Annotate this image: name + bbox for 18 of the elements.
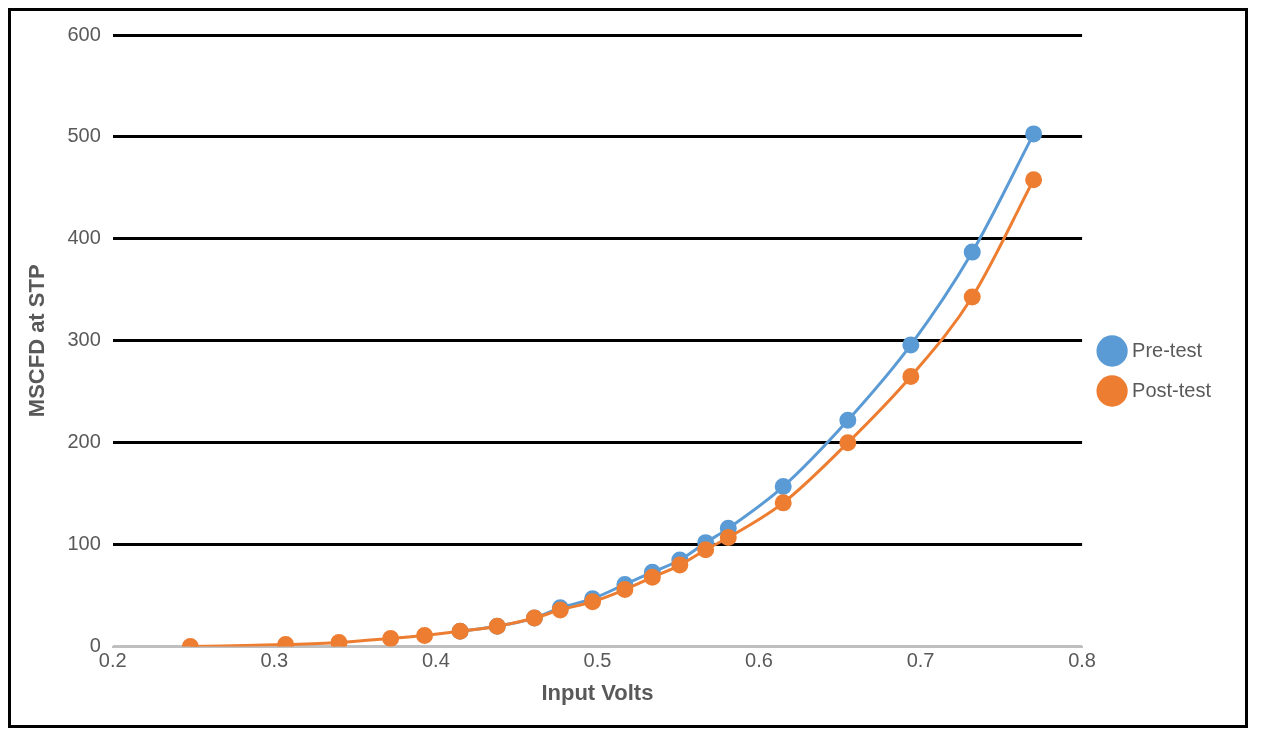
legend-label: Pre-test xyxy=(1132,338,1203,361)
x-tick-label: 0.8 xyxy=(1068,649,1096,672)
y-tick-label: 600 xyxy=(67,22,101,45)
x-tick-label: 0.5 xyxy=(583,649,612,672)
y-tick-label: 300 xyxy=(67,328,101,351)
x-tick-label: 0.3 xyxy=(260,649,289,672)
y-tick-label: 500 xyxy=(67,124,101,147)
legend-label: Post-test xyxy=(1132,378,1212,401)
y-tick-label: 100 xyxy=(67,532,101,555)
y-tick-label: 200 xyxy=(67,430,101,453)
x-tick-label: 0.7 xyxy=(906,649,935,672)
y-tick-label: 0 xyxy=(89,634,101,657)
x-axis-title: Input Volts xyxy=(541,679,654,705)
x-tick-label: 0.2 xyxy=(98,649,127,672)
x-tick-label: 0.4 xyxy=(421,649,450,672)
y-axis-title: MSCFD at STP xyxy=(24,264,50,418)
x-tick-label: 0.6 xyxy=(745,649,773,672)
y-tick-label: 400 xyxy=(67,226,101,249)
